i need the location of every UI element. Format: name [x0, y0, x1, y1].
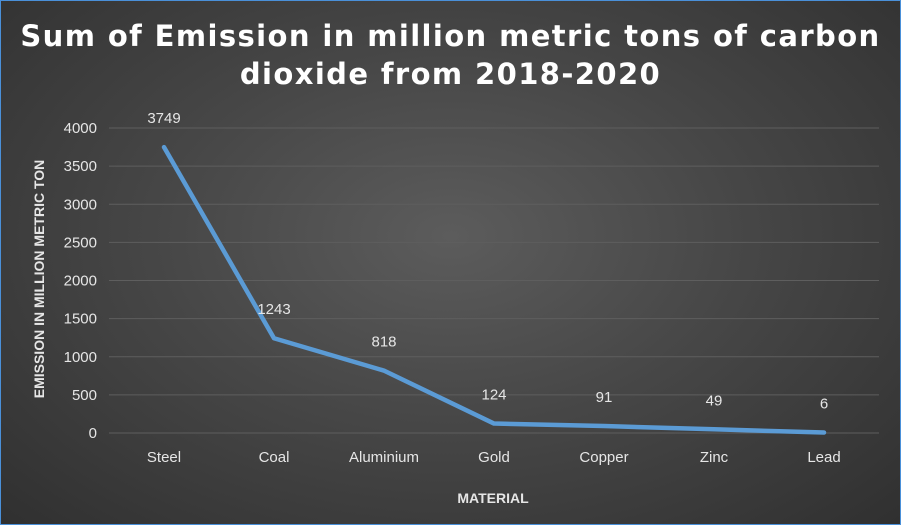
data-labels: 3749 1243 818 124 91 49 6 — [147, 110, 828, 412]
data-label: 1243 — [257, 301, 290, 318]
data-point — [492, 421, 496, 426]
x-axis-ticks: Steel Coal Aluminium Gold Copper Zinc Lead — [147, 449, 841, 466]
data-point — [272, 336, 276, 341]
chart-title: Sum of Emission in million metric tons o… — [20, 19, 881, 91]
y-axis-title: EMISSION IN MILLION METRIC TON — [31, 160, 47, 399]
x-tick-label: Copper — [579, 449, 628, 466]
data-label: 49 — [706, 392, 723, 409]
x-tick-label: Aluminium — [349, 449, 419, 466]
data-point — [382, 368, 386, 373]
y-tick-label: 2500 — [64, 234, 97, 251]
y-axis-ticks: 0 500 1000 1500 2000 2500 3000 3500 4000 — [64, 120, 97, 442]
series-layer — [161, 144, 827, 435]
x-tick-label: Steel — [147, 449, 181, 466]
y-tick-label: 4000 — [64, 120, 97, 137]
y-tick-label: 1000 — [64, 349, 97, 366]
x-tick-label: Gold — [478, 449, 510, 466]
y-tick-label: 500 — [72, 387, 97, 404]
data-point — [822, 430, 826, 435]
y-tick-label: 2000 — [64, 273, 97, 290]
x-tick-label: Coal — [259, 449, 290, 466]
data-point — [602, 424, 606, 429]
data-point — [162, 145, 166, 150]
y-tick-label: 0 — [89, 425, 97, 442]
y-tick-label: 3000 — [64, 196, 97, 213]
data-label: 6 — [820, 396, 828, 413]
data-label: 3749 — [147, 110, 180, 127]
y-tick-label: 3500 — [64, 158, 97, 175]
data-point — [712, 427, 716, 432]
x-tick-label: Lead — [807, 449, 840, 466]
gridlines — [109, 127, 879, 434]
data-label: 818 — [371, 334, 396, 351]
x-axis-title: MATERIAL — [457, 490, 529, 506]
x-tick-label: Zinc — [700, 449, 729, 466]
data-label: 124 — [481, 387, 506, 404]
data-label: 91 — [596, 389, 613, 406]
y-tick-label: 1500 — [64, 311, 97, 328]
